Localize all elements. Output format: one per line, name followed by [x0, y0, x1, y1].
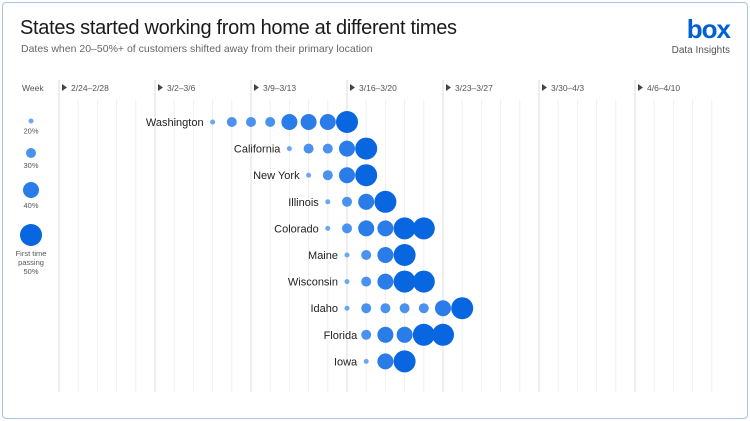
data-bubble — [418, 303, 429, 314]
data-bubble — [325, 225, 331, 231]
data-bubble — [281, 114, 298, 130]
data-bubble — [342, 223, 352, 234]
data-bubble — [361, 250, 372, 260]
week-tick-label: 3/23–3/27 — [455, 83, 493, 93]
legend-bubble — [26, 148, 36, 158]
legend-label: 50% — [23, 267, 38, 276]
logo-subtitle: Data Insights — [671, 45, 730, 56]
state-label: Maine — [308, 250, 338, 262]
data-bubble — [377, 220, 394, 237]
week-tick-label: 3/9–3/13 — [263, 83, 296, 93]
data-bubble — [355, 164, 378, 187]
legend-label: 30% — [23, 161, 38, 170]
data-bubble — [432, 323, 454, 346]
data-bubble — [303, 143, 314, 154]
chart-title: States started working from home at diff… — [20, 17, 457, 39]
week-marker-icon — [542, 84, 547, 91]
data-bubble — [265, 117, 276, 127]
data-bubble — [246, 117, 256, 127]
data-bubble — [377, 353, 394, 370]
state-label: Idaho — [310, 303, 338, 315]
data-bubble — [286, 146, 292, 152]
state-label: Florida — [324, 330, 359, 342]
data-bubble — [322, 143, 333, 154]
data-bubble — [339, 140, 355, 157]
data-bubble — [361, 303, 372, 314]
data-bubble — [325, 199, 331, 205]
data-bubble — [319, 114, 336, 130]
week-marker-icon — [62, 84, 67, 91]
state-label: Iowa — [334, 356, 358, 368]
state-label: Washington — [146, 117, 204, 129]
legend-bubble — [20, 224, 42, 246]
data-bubble — [377, 326, 394, 343]
data-bubble — [342, 196, 352, 207]
data-bubble — [363, 358, 369, 364]
data-bubble — [339, 167, 355, 184]
data-bubble — [393, 350, 416, 373]
week-tick-label: 2/24–2/28 — [71, 83, 109, 93]
week-marker-icon — [254, 84, 259, 91]
legend-label: 20% — [23, 127, 38, 136]
legend-bubble — [23, 182, 39, 198]
state-label: Illinois — [288, 197, 319, 209]
week-tick-label: 4/6–4/10 — [647, 83, 680, 93]
data-bubble — [399, 303, 410, 314]
legend-label: First time — [16, 249, 47, 258]
data-bubble — [412, 217, 435, 240]
data-bubble — [361, 276, 372, 287]
week-axis-label: Week — [22, 83, 44, 93]
data-bubble — [377, 247, 394, 263]
data-bubble — [396, 326, 413, 343]
week-marker-icon — [158, 84, 163, 91]
data-bubble — [344, 305, 350, 311]
state-label: Colorado — [274, 223, 319, 235]
data-bubble — [451, 297, 474, 320]
data-bubble — [380, 303, 391, 314]
data-bubble — [361, 329, 372, 340]
data-bubble — [393, 270, 416, 293]
data-bubble — [336, 111, 358, 133]
week-marker-icon — [350, 84, 355, 91]
week-tick-label: 3/30–4/3 — [551, 83, 584, 93]
state-label: Wisconsin — [288, 277, 338, 289]
state-label: California — [234, 144, 281, 156]
data-bubble — [374, 190, 397, 213]
data-bubble — [393, 244, 416, 266]
week-tick-label: 3/16–3/20 — [359, 83, 397, 93]
legend-label: passing — [18, 258, 44, 267]
data-bubble — [435, 300, 451, 317]
data-bubble — [412, 323, 435, 346]
data-bubble — [226, 117, 237, 127]
data-bubble — [210, 119, 216, 125]
data-bubble — [306, 172, 312, 178]
chart-subtitle: Dates when 20–50%+ of customers shifted … — [21, 43, 373, 55]
week-tick-label: 3/2–3/6 — [167, 83, 196, 93]
data-bubble — [344, 279, 350, 285]
box-logo: box — [686, 14, 731, 44]
data-bubble — [344, 252, 350, 258]
data-bubble — [393, 217, 416, 240]
data-bubble — [358, 193, 375, 210]
data-bubble — [355, 137, 378, 160]
data-bubble — [322, 170, 333, 181]
state-label: New York — [253, 170, 300, 182]
legend-label: 40% — [23, 201, 38, 210]
data-bubble — [412, 270, 435, 293]
data-bubble — [300, 114, 317, 130]
data-bubble — [358, 220, 375, 237]
week-marker-icon — [638, 84, 643, 91]
legend-bubble — [28, 118, 34, 124]
week-marker-icon — [446, 84, 451, 91]
data-bubble — [377, 273, 394, 290]
